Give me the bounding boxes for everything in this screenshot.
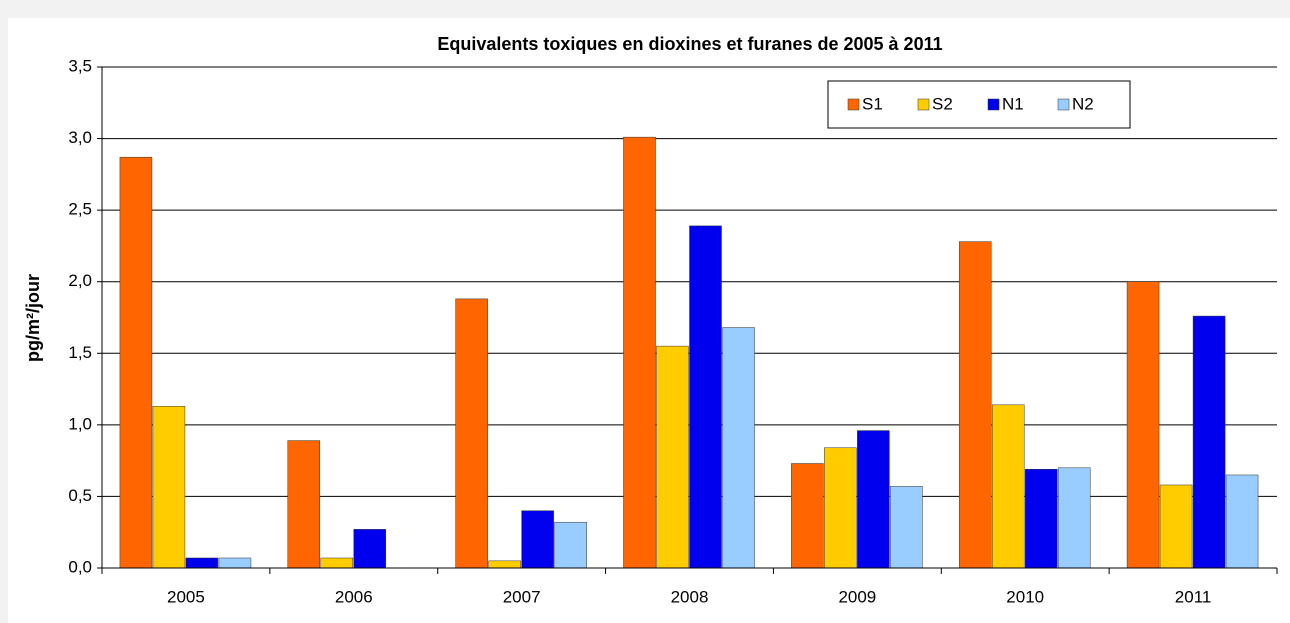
x-tick-label: 2011 (1175, 587, 1212, 606)
bar (218, 557, 252, 569)
bar (890, 486, 923, 569)
bar (488, 560, 521, 569)
bar (1225, 474, 1259, 569)
bar (1024, 468, 1058, 569)
chart-title: Equivalents toxiques en dioxines et fura… (437, 34, 942, 54)
bar (824, 447, 857, 569)
y-tick-label: 0,5 (68, 486, 92, 505)
x-tick-label: 2007 (503, 587, 541, 606)
bar (722, 327, 755, 569)
y-tick-label: 0,0 (68, 557, 92, 576)
y-tick-label: 1,5 (68, 343, 92, 362)
bar (287, 440, 321, 569)
y-tick-label: 2,5 (68, 200, 92, 219)
x-tick-label: 2006 (335, 587, 373, 606)
bar (185, 557, 219, 569)
legend-swatch (1057, 98, 1070, 111)
bar (857, 430, 890, 569)
y-tick-label: 3,5 (68, 56, 92, 75)
bar (119, 156, 153, 569)
y-tick-label: 3,0 (68, 128, 92, 147)
y-axis-label: pg/m²/jour (23, 274, 43, 362)
legend-swatch (987, 98, 1000, 111)
legend-label: N1 (1002, 94, 1024, 113)
bar (1057, 467, 1091, 569)
bar (1192, 315, 1226, 569)
legend-label: N2 (1072, 94, 1094, 113)
bar (1126, 281, 1160, 569)
y-tick-label: 2,0 (68, 271, 92, 290)
legend-swatch (917, 98, 930, 111)
legend-swatch (847, 98, 860, 111)
bar (320, 557, 354, 569)
bar (521, 510, 554, 569)
x-tick-label: 2009 (838, 587, 876, 606)
legend-box (827, 80, 1131, 129)
bar (623, 136, 656, 569)
x-tick-label: 2010 (1006, 587, 1044, 606)
x-tick-label: 2005 (167, 587, 205, 606)
bar (554, 521, 587, 569)
bar (656, 345, 689, 569)
bar (152, 405, 186, 569)
bar (455, 298, 488, 569)
bar (353, 529, 387, 569)
bar (689, 225, 722, 569)
y-tick-label: 1,0 (68, 414, 92, 433)
bar (1159, 484, 1193, 569)
legend-label: S2 (932, 94, 953, 113)
x-tick-label: 2008 (671, 587, 709, 606)
legend-label: S1 (862, 94, 883, 113)
bar (958, 241, 992, 569)
bar (791, 463, 824, 569)
bar (991, 404, 1025, 569)
